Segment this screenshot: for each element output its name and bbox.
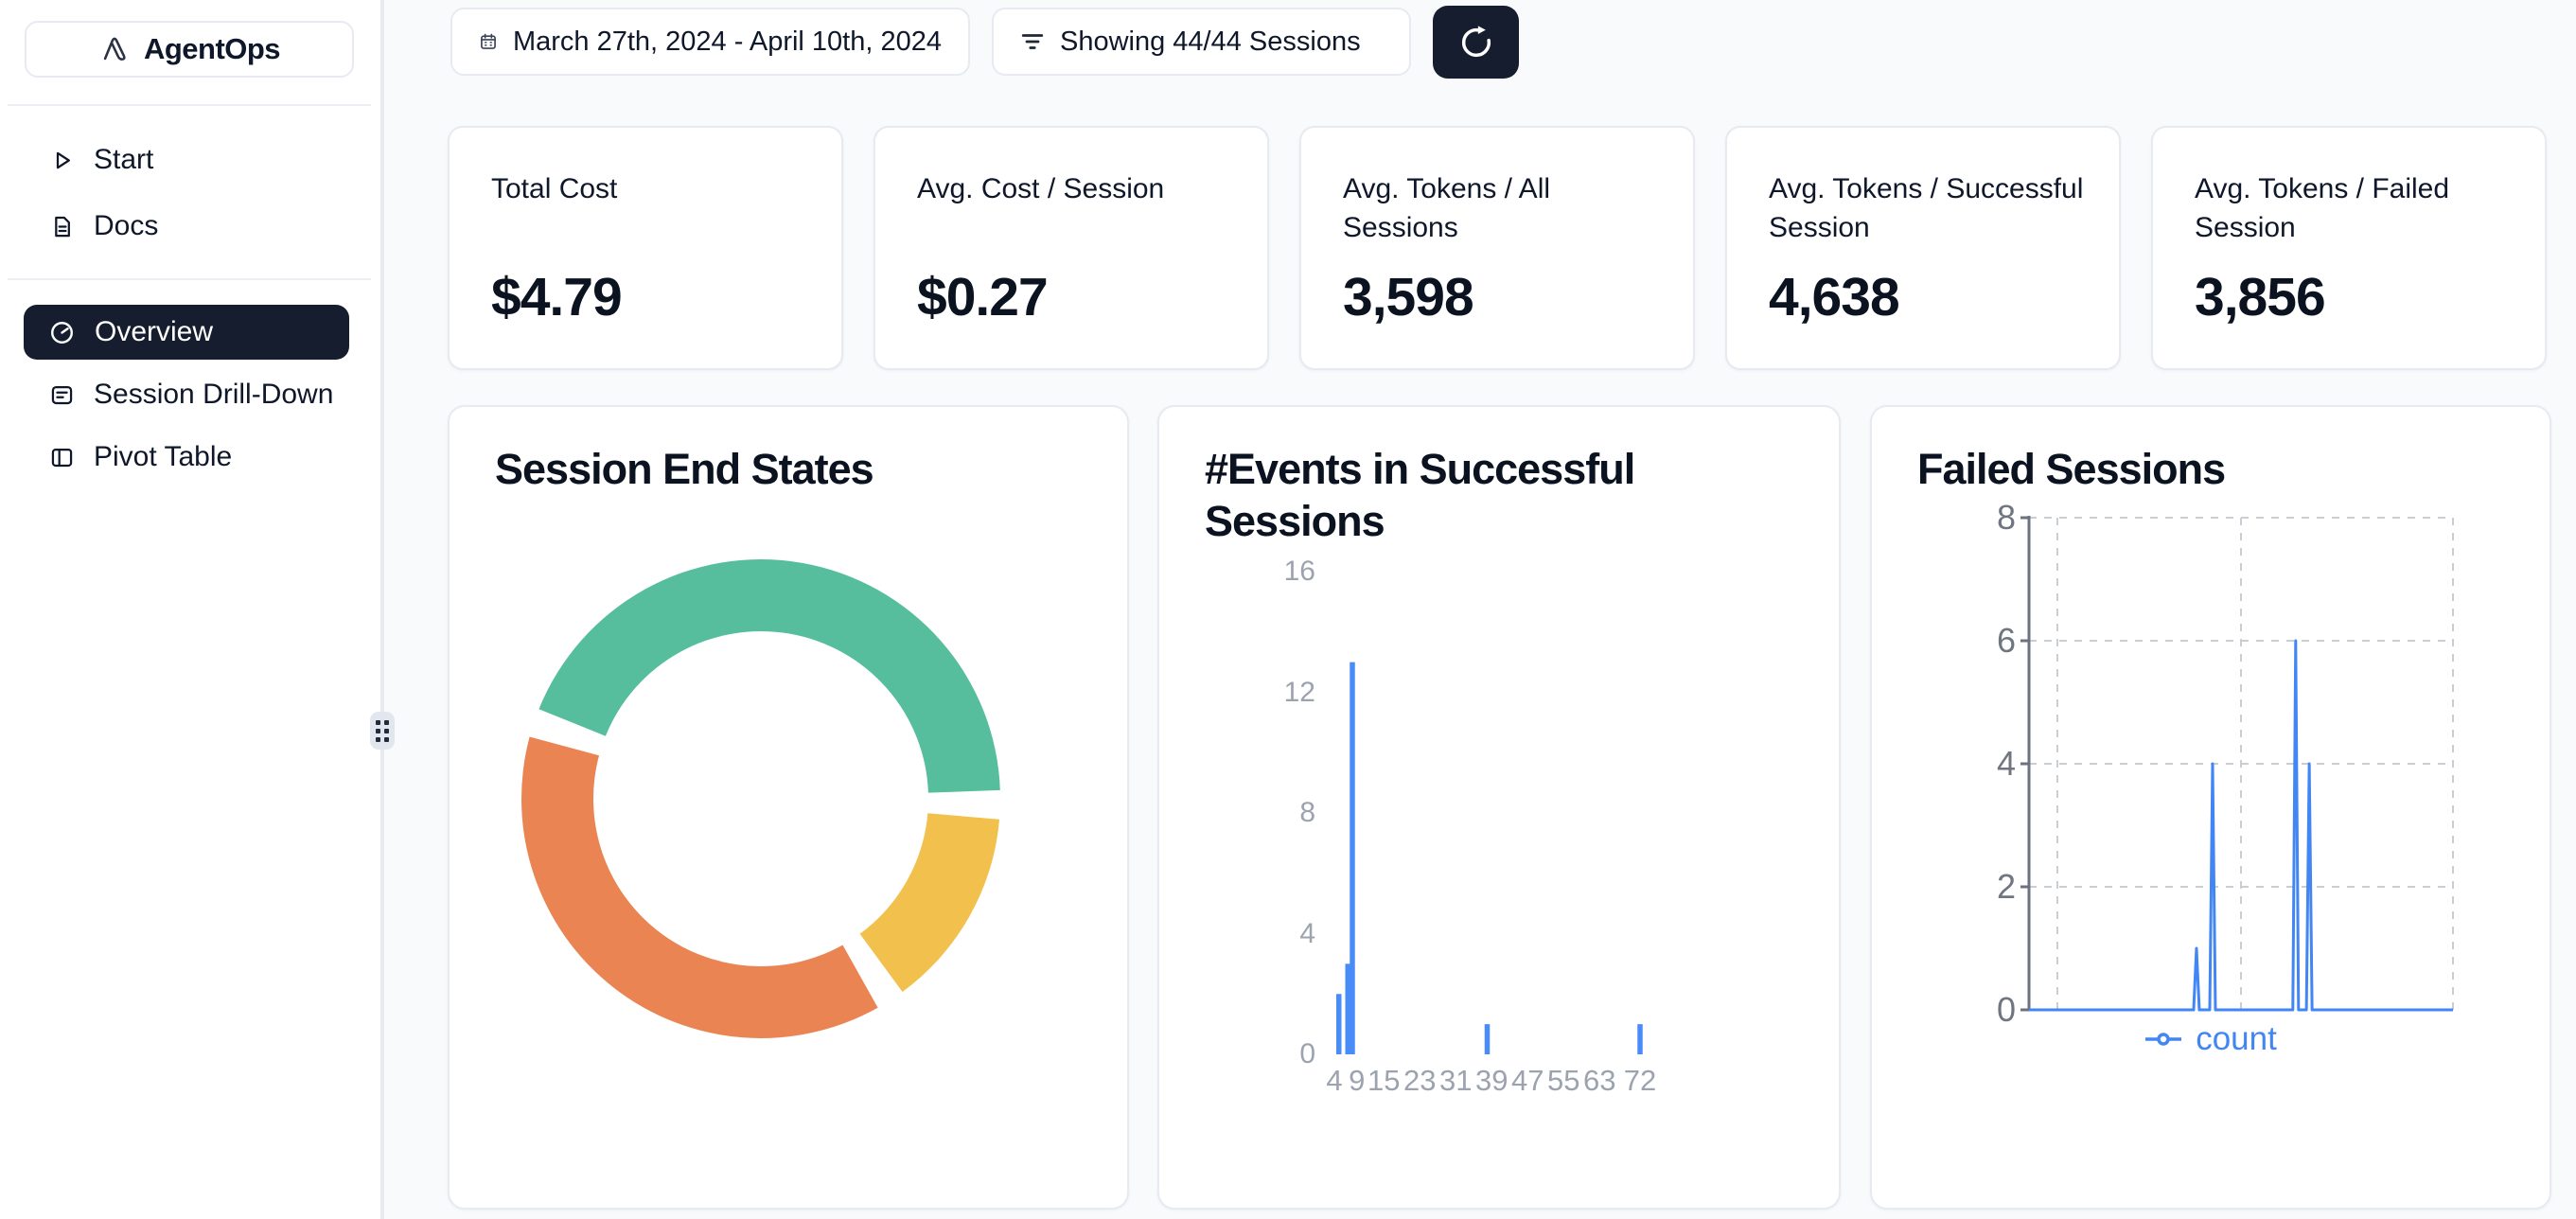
svg-text:15: 15	[1367, 1064, 1400, 1097]
brand-logo-button[interactable]: AgentOps	[25, 21, 354, 78]
y-axis-tick-label: 8	[1996, 498, 2016, 537]
svg-text:31: 31	[1439, 1064, 1472, 1097]
chart-title: #Events in Successful Sessions	[1205, 445, 1635, 545]
sidebar-item-overview[interactable]: Overview	[24, 305, 349, 360]
stat-label: Avg. Tokens / Successful Session	[1769, 173, 2084, 243]
list-box-icon	[51, 385, 73, 404]
session-end-states-donut-chart[interactable]	[515, 553, 1007, 1045]
brand-name: AgentOps	[143, 32, 281, 65]
date-range-label: March 27th, 2024 - April 10th, 2024	[512, 26, 942, 57]
sidebar-item-label: Session Drill-Down	[94, 379, 334, 410]
play-icon	[56, 151, 70, 168]
stat-value: 3,856	[2195, 267, 2326, 327]
sidebar-item-label: Overview	[95, 316, 214, 347]
sidebar-item-start[interactable]: Start	[25, 132, 350, 187]
y-axis-tick-label: 2	[1996, 867, 2016, 906]
svg-text:4: 4	[1326, 1064, 1342, 1097]
refresh-button[interactable]	[1433, 6, 1519, 79]
count-legend-marker-icon	[2145, 1033, 2182, 1046]
stat-card-avg-tokens-failed: Avg. Tokens / Failed Session 3,856	[2151, 126, 2547, 370]
sidebar-item-label: Docs	[94, 210, 159, 241]
events-histogram-chart[interactable]: 4 9 15 23 31 39 47 55 63 72	[1273, 558, 1841, 1107]
svg-text:39: 39	[1475, 1064, 1508, 1097]
svg-text:63: 63	[1583, 1064, 1615, 1097]
sessions-filter-label: Showing 44/44 Sessions	[1060, 26, 1361, 57]
sidebar-item-label: Pivot Table	[94, 441, 233, 472]
stat-label: Avg. Tokens / Failed Session	[2195, 173, 2450, 243]
filter-icon	[1021, 34, 1044, 49]
chart-card-failed-sessions: Failed Sessions count 0 2 4 6 8	[1870, 405, 2551, 1210]
y-axis-tick-label: 4	[1299, 917, 1315, 949]
calendar-icon	[481, 33, 496, 49]
sidebar-item-session-drill-down[interactable]: Session Drill-Down	[25, 367, 350, 422]
y-axis-tick-label: 4	[1996, 744, 2016, 783]
stat-label: Avg. Tokens / All Sessions	[1343, 173, 1551, 243]
sidebar-item-label: Start	[94, 144, 154, 175]
failed-sessions-line-chart[interactable]	[2014, 513, 2459, 1024]
stat-value: $0.27	[917, 267, 1049, 327]
stat-label: Avg. Cost / Session	[917, 173, 1165, 204]
stat-value: 4,638	[1769, 267, 1900, 327]
svg-text:9: 9	[1349, 1064, 1365, 1097]
y-axis-tick-label: 12	[1283, 676, 1315, 708]
columns-icon	[51, 448, 73, 467]
agentops-logo-icon	[103, 37, 126, 61]
sidebar-divider-bottom	[8, 278, 371, 280]
stat-card-total-cost: Total Cost $4.79	[448, 126, 843, 370]
sidebar: AgentOps Start Docs Overview	[0, 0, 380, 1219]
svg-text:55: 55	[1547, 1064, 1579, 1097]
sidebar-divider-top	[8, 104, 371, 106]
chart-title: Failed Sessions	[1917, 445, 2226, 493]
sidebar-item-docs[interactable]: Docs	[25, 199, 350, 254]
y-axis-tick-label: 0	[1996, 990, 2016, 1029]
stat-label: Total Cost	[491, 173, 618, 204]
svg-text:23: 23	[1403, 1064, 1436, 1097]
sidebar-drag-handle[interactable]	[370, 712, 395, 750]
refresh-icon	[1461, 25, 1491, 57]
chart-card-session-end-states: Session End States Success Fail Indeterm…	[448, 405, 1129, 1210]
sidebar-item-pivot-table[interactable]: Pivot Table	[25, 430, 350, 485]
stat-value: 3,598	[1343, 267, 1474, 327]
sessions-filter-button[interactable]: Showing 44/44 Sessions	[992, 8, 1411, 76]
stat-card-avg-tokens-successful: Avg. Tokens / Successful Session 4,638	[1725, 126, 2121, 370]
y-axis-tick-label: 16	[1283, 556, 1315, 587]
y-axis-tick-label: 0	[1299, 1038, 1315, 1069]
date-range-button[interactable]: March 27th, 2024 - April 10th, 2024	[450, 8, 970, 76]
y-axis-tick-label: 6	[1996, 621, 2016, 660]
chart-title: Session End States	[495, 445, 874, 493]
count-legend-label: count	[2196, 1020, 2277, 1057]
chart-card-events-successful-sessions: #Events in Successful Sessions 4 9 15 23 31 3…	[1157, 405, 1841, 1210]
stat-value: $4.79	[491, 267, 623, 327]
y-axis-tick-label: 8	[1299, 797, 1315, 828]
count-legend-item[interactable]: count	[1872, 1020, 2550, 1058]
gauge-icon	[51, 321, 73, 344]
svg-text:72: 72	[1624, 1064, 1656, 1097]
svg-text:47: 47	[1511, 1064, 1544, 1097]
stat-card-avg-cost-session: Avg. Cost / Session $0.27	[873, 126, 1269, 370]
stat-card-avg-tokens-all: Avg. Tokens / All Sessions 3,598	[1299, 126, 1695, 370]
sidebar-resize-divider	[380, 0, 384, 1219]
document-icon	[55, 216, 70, 237]
